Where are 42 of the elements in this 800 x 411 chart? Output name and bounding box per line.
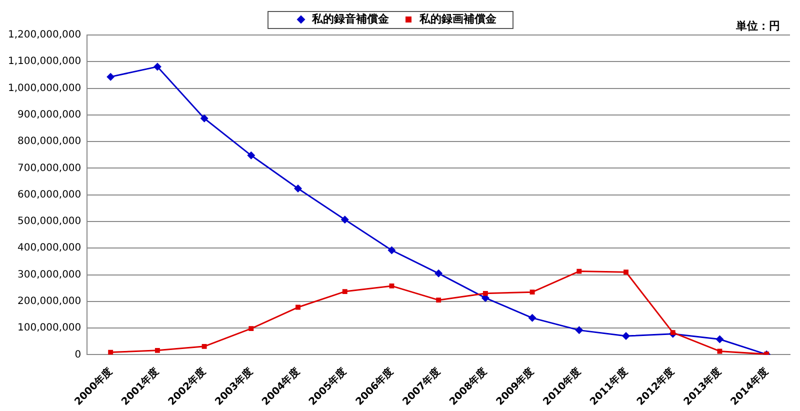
y-tick-label: 1,100,000,000 — [8, 56, 82, 68]
point — [530, 290, 535, 295]
y-tick-label: 100,000,000 — [18, 322, 82, 334]
y-tick-label: 1,000,000,000 — [8, 82, 82, 94]
text: 単位：円 — [735, 19, 780, 32]
point — [342, 289, 348, 294]
point — [624, 270, 628, 275]
point — [716, 335, 724, 344]
point — [154, 348, 160, 353]
point — [153, 62, 162, 71]
y-tick-label: 800,000,000 — [18, 136, 82, 148]
y-tick-label: 1,200,000,000 — [8, 30, 82, 41]
point — [340, 216, 349, 224]
point — [717, 348, 722, 354]
point — [106, 72, 115, 81]
y-tick-label: 200,000,000 — [18, 296, 82, 308]
y-tick-label: 700,000,000 — [18, 162, 82, 174]
point — [294, 184, 302, 192]
point — [622, 332, 630, 340]
y-tick-label: 0 — [74, 349, 82, 360]
point — [389, 283, 394, 288]
point — [248, 326, 254, 332]
point — [436, 298, 442, 303]
point — [482, 290, 488, 296]
y-tick-label: 400,000,000 — [18, 242, 82, 254]
point — [200, 114, 208, 122]
legend-label: 私的録音補償金 — [311, 12, 390, 26]
y-tick-label: 900,000,000 — [18, 110, 82, 121]
point — [388, 246, 396, 254]
y-tick-label: 500,000,000 — [18, 216, 82, 228]
legend-label: 私的録画補償金 — [418, 12, 498, 26]
point — [575, 326, 584, 334]
point — [434, 269, 443, 278]
point — [670, 330, 676, 336]
point — [108, 350, 114, 355]
point — [296, 304, 300, 310]
point — [528, 314, 536, 322]
y-tick-label: 600,000,000 — [18, 189, 82, 200]
y-tick-label: 300,000,000 — [18, 269, 82, 280]
point — [202, 344, 207, 349]
point — [576, 268, 582, 274]
point — [247, 151, 256, 160]
